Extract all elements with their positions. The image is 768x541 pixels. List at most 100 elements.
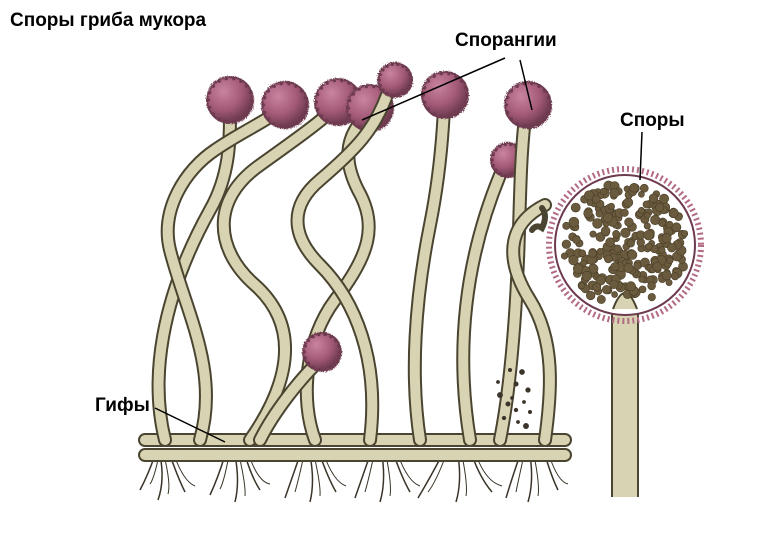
- spore-dot: [586, 291, 595, 300]
- spore-dot: [562, 240, 571, 249]
- released-spore: [497, 392, 503, 398]
- sporangium: [302, 332, 342, 372]
- sporangium: [377, 62, 413, 98]
- released-spore: [502, 416, 506, 420]
- spore-dot: [569, 217, 579, 227]
- spore-dot: [569, 255, 579, 265]
- spore-dot: [578, 282, 584, 288]
- spore-dot: [626, 282, 635, 291]
- spore-dot: [662, 271, 671, 280]
- spore-dot: [584, 209, 593, 218]
- released-spore: [525, 387, 530, 392]
- spore-dot: [593, 219, 603, 229]
- spore-dot: [604, 255, 612, 263]
- spore-dot: [593, 283, 601, 291]
- spore-dot: [603, 213, 613, 223]
- spore-dot: [669, 208, 678, 217]
- spore-dot: [667, 243, 676, 252]
- spore-dot: [659, 194, 668, 203]
- spore-dot: [572, 236, 580, 244]
- released-spore: [505, 401, 510, 406]
- diagram-svg: [0, 0, 768, 541]
- spore-dot: [637, 238, 645, 246]
- sporangium: [261, 81, 309, 129]
- spore-dot: [639, 286, 646, 293]
- diagram-stage: { "title": { "text": "Споры гриба мукора…: [0, 0, 768, 541]
- spore-dot: [638, 207, 644, 213]
- spore-dot: [653, 262, 662, 271]
- spore-dot: [648, 282, 656, 290]
- released-spore: [510, 396, 514, 400]
- spore-dot: [608, 203, 615, 210]
- sporangium-detail: [549, 169, 701, 497]
- released-spore: [514, 408, 518, 412]
- spore-dot: [582, 271, 592, 281]
- spore-dot: [597, 295, 605, 303]
- spore-dot: [610, 280, 619, 289]
- spore-dot: [644, 223, 650, 229]
- leader-line: [640, 132, 642, 180]
- spore-dot: [649, 194, 658, 203]
- root-hair: [456, 455, 460, 502]
- spore-dot: [614, 245, 622, 253]
- spore-dot: [628, 250, 637, 259]
- spore-dot: [644, 230, 654, 240]
- root-hair: [310, 455, 313, 502]
- spore-dot: [671, 273, 678, 280]
- spore-dot: [682, 230, 688, 236]
- spore-dot: [666, 279, 672, 285]
- spore-dot: [611, 263, 619, 271]
- root-hair: [235, 455, 238, 502]
- spore-dot: [621, 228, 630, 237]
- hypha-stalk: [415, 108, 444, 440]
- spore-dot: [589, 250, 597, 258]
- sporangium: [206, 76, 254, 124]
- released-spore: [523, 423, 529, 429]
- spore-dot: [627, 240, 634, 247]
- spore-dot: [656, 203, 664, 211]
- released-spore: [496, 380, 500, 384]
- released-spore: [513, 381, 518, 386]
- released-spore: [508, 368, 512, 372]
- spore-dot: [624, 263, 634, 273]
- spore-dot: [606, 238, 615, 247]
- hypha-stalk: [463, 175, 500, 440]
- spore-dot: [602, 285, 611, 294]
- spore-dot: [596, 210, 603, 217]
- spore-dot: [659, 247, 666, 254]
- spore-dot: [610, 188, 619, 197]
- spore-dot: [643, 201, 650, 208]
- spore-dot: [590, 231, 596, 237]
- spore-dot: [601, 227, 610, 236]
- spore-dot: [625, 218, 634, 227]
- released-spore: [519, 369, 525, 375]
- spore-dot: [573, 264, 583, 274]
- spore-dot: [648, 293, 655, 300]
- root-hair: [528, 455, 532, 502]
- spore-dot: [638, 191, 644, 197]
- spore-dot: [650, 215, 660, 225]
- spore-dot: [672, 223, 681, 232]
- spore-dot: [630, 183, 639, 192]
- spore-dot: [624, 198, 633, 207]
- spore-dot: [579, 250, 586, 257]
- spore-dot: [662, 233, 671, 242]
- released-spore: [516, 420, 520, 424]
- spore-dot: [587, 200, 593, 206]
- spore-dot: [571, 203, 580, 212]
- released-spore: [522, 400, 526, 404]
- spore-dot: [613, 230, 620, 237]
- spore-dot: [646, 243, 653, 250]
- spore-dot: [597, 248, 603, 254]
- spore-dot: [612, 291, 618, 297]
- spore-dot: [592, 195, 600, 203]
- sporangium: [421, 71, 469, 119]
- spore-dot: [600, 188, 607, 195]
- spore-dot: [644, 212, 650, 218]
- root-hair: [380, 455, 384, 502]
- released-spore: [528, 410, 532, 414]
- spore-dot: [561, 253, 567, 259]
- spore-dot: [667, 257, 673, 263]
- spore-dot: [621, 209, 629, 217]
- sporangium: [504, 81, 552, 129]
